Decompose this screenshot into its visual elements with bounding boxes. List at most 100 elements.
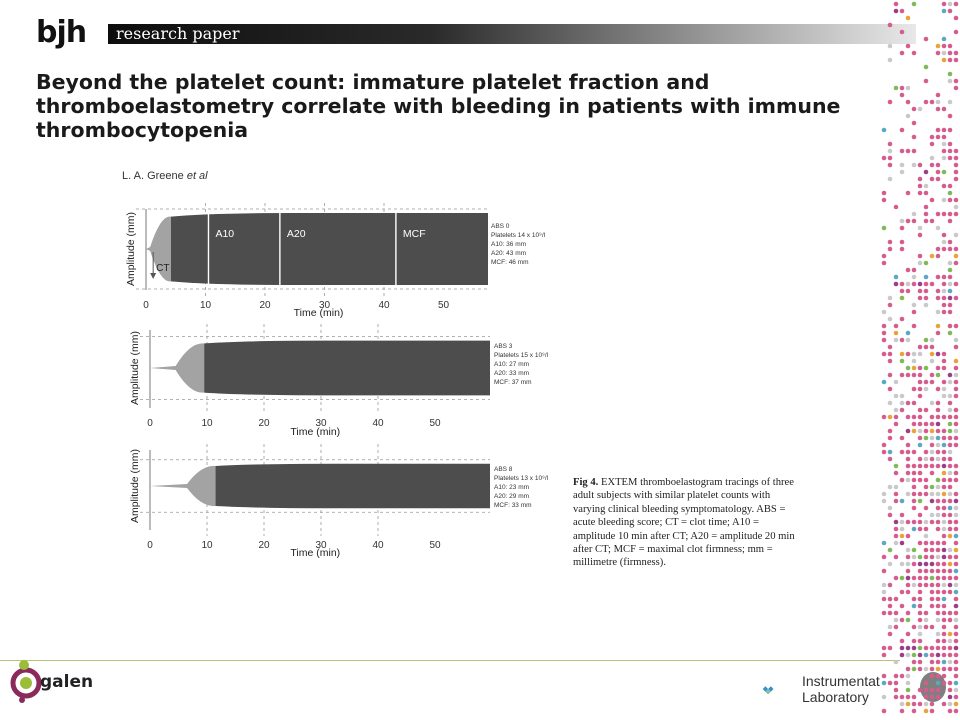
decorative-dot	[887, 155, 893, 161]
decorative-dot	[935, 50, 941, 56]
decorative-dot	[881, 582, 887, 588]
decorative-dot	[953, 232, 959, 238]
decorative-dot	[953, 561, 959, 567]
decorative-dot	[887, 99, 893, 105]
decorative-dot	[935, 687, 941, 693]
decorative-dot	[887, 512, 893, 518]
decorative-dot	[905, 337, 911, 343]
decorative-dot	[923, 491, 929, 497]
decorative-dot	[953, 547, 959, 553]
decorative-dot	[929, 162, 935, 168]
x-tick-label: 20	[258, 418, 270, 429]
decorative-dot	[941, 232, 947, 238]
decorative-dot	[881, 309, 887, 315]
decorative-dot	[899, 652, 905, 658]
decorative-dot	[923, 435, 929, 441]
decorative-dot	[947, 470, 953, 476]
decorative-dot	[923, 386, 929, 392]
decorative-dot	[881, 442, 887, 448]
figure-caption: Fig 4. EXTEM thromboelastogram tracings …	[573, 476, 795, 570]
decorative-dot	[917, 575, 923, 581]
decorative-dot	[953, 596, 959, 602]
paper-title: Beyond the platelet count: immature plat…	[36, 70, 841, 142]
decorative-dot	[917, 162, 923, 168]
decorative-dot	[935, 477, 941, 483]
decorative-dot	[935, 694, 941, 700]
decorative-dot	[881, 351, 887, 357]
decorative-dot	[923, 190, 929, 196]
decorative-dot	[917, 288, 923, 294]
decorative-dot	[923, 456, 929, 462]
decorative-dot	[953, 176, 959, 182]
decorative-dot	[941, 183, 947, 189]
decorative-dot	[917, 253, 923, 259]
decorative-dot	[917, 519, 923, 525]
x-tick-label: 40	[372, 418, 384, 429]
decorative-dot	[923, 428, 929, 434]
decorative-dot	[935, 386, 941, 392]
decorative-dot	[947, 127, 953, 133]
x-axis-label: Time (min)	[290, 426, 340, 438]
decorative-dot	[941, 666, 947, 672]
decorative-dot	[911, 211, 917, 217]
clot-formation-trace	[146, 216, 171, 282]
decorative-dot	[911, 575, 917, 581]
decorative-dot	[947, 694, 953, 700]
decorative-dot	[929, 575, 935, 581]
decorative-dot	[947, 183, 953, 189]
decorative-dot	[917, 470, 923, 476]
decorative-dot	[923, 533, 929, 539]
decorative-dot	[947, 239, 953, 245]
decorative-dot	[947, 547, 953, 553]
decorative-dot	[929, 701, 935, 707]
decorative-dot	[935, 106, 941, 112]
decorative-dot	[905, 456, 911, 462]
decorative-dot	[893, 596, 899, 602]
decorative-dot	[935, 519, 941, 525]
decorative-dot	[953, 155, 959, 161]
decorative-dot	[911, 106, 917, 112]
decorative-dot	[923, 617, 929, 623]
decorative-dot	[887, 246, 893, 252]
decorative-dot	[887, 22, 893, 28]
decorative-dot	[953, 365, 959, 371]
decorative-dot	[929, 540, 935, 546]
decorative-dot	[893, 491, 899, 497]
author-line: L. A. Greene et al	[122, 170, 208, 182]
decorative-dot	[941, 281, 947, 287]
decorative-dot	[929, 449, 935, 455]
x-tick-label: 0	[147, 540, 153, 551]
marker-label: A20	[287, 228, 306, 240]
decorative-dot	[923, 302, 929, 308]
decorative-dot	[941, 631, 947, 637]
decorative-dot	[923, 701, 929, 707]
legend-line: A20: 43 mm	[491, 250, 526, 257]
decorative-dot	[929, 603, 935, 609]
decorative-dot	[887, 505, 893, 511]
decorative-dot	[935, 512, 941, 518]
decorative-dot	[911, 554, 917, 560]
decorative-dot	[947, 645, 953, 651]
decorative-dot	[941, 680, 947, 686]
decorative-dot	[887, 428, 893, 434]
decorative-dot	[941, 435, 947, 441]
decorative-dot	[953, 589, 959, 595]
decorative-dot	[941, 155, 947, 161]
decorative-dot	[941, 246, 947, 252]
decorative-dot	[911, 281, 917, 287]
x-tick-label: 30	[319, 300, 331, 311]
decorative-dot	[911, 491, 917, 497]
decorative-dot	[935, 638, 941, 644]
decorative-dot	[941, 197, 947, 203]
decorative-dot	[911, 547, 917, 553]
decorative-dot	[953, 666, 959, 672]
decorative-dot	[911, 694, 917, 700]
decorative-dot	[947, 589, 953, 595]
decorative-dot	[923, 547, 929, 553]
legend-line: Platelets 14 x 10⁹/l	[491, 232, 546, 239]
decorative-dot	[947, 414, 953, 420]
clot-firmness-trace	[204, 340, 490, 396]
decorative-dot	[941, 127, 947, 133]
decorative-dot	[887, 624, 893, 630]
decorative-dot	[953, 435, 959, 441]
